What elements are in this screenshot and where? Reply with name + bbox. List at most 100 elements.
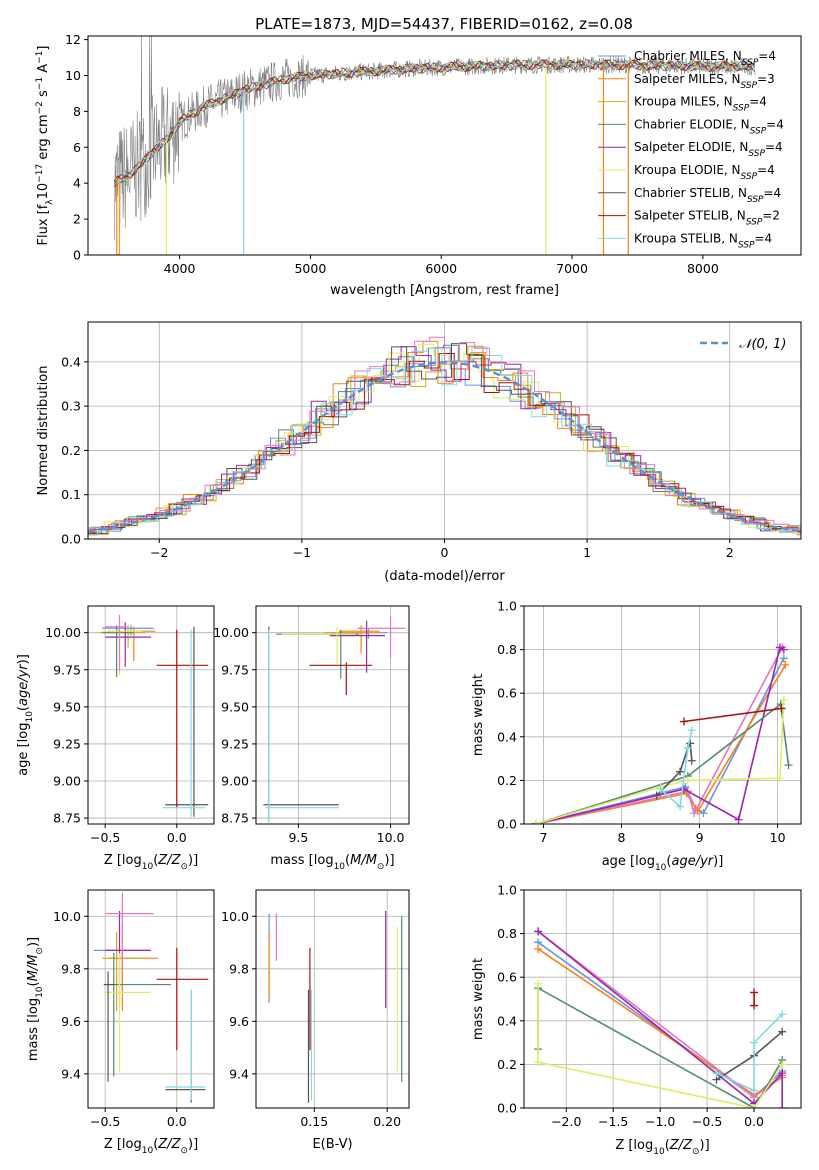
- weight_vs_age-series-2: [535, 647, 784, 824]
- age_vs_Z-frame: [87, 605, 215, 825]
- weight_vs_Z-ytick-label-5: 1.0: [497, 883, 517, 898]
- weight_vs_Z-marker-5-3: [778, 1060, 787, 1069]
- residuals-panel: −2 −1 0 1 2 0.0 0.1 0.2 0.3 0.4 𝒩(0, 1) (data-model…: [36, 321, 802, 584]
- spectrum-frame: [87, 35, 802, 256]
- mass_vs_ebv-ytick-label-3: 10.0: [221, 909, 249, 924]
- weight_vs_age-series-5: [535, 699, 785, 824]
- weight_vs_Z-xtick-label-2: −1.0: [645, 1114, 675, 1129]
- weight_vs_Z-plot-area: [534, 927, 787, 1108]
- weight_vs_age-marker-7-0: [656, 785, 665, 794]
- spectrum-legend-label-0: Chabrier MILES, NSSP=4: [634, 49, 776, 68]
- age_vs_mass-ytick-label-2: 9.25: [221, 736, 249, 751]
- spectrum-legend-label-6: Chabrier STELIB, NSSP=4: [634, 186, 781, 205]
- residuals-xtick-label-3: 1: [583, 545, 591, 560]
- weight_vs_Z-series-6: [716, 1031, 783, 1081]
- weight_vs_age-marker-5-3: [775, 774, 784, 783]
- weight_vs_Z-ytick-label-0: 0.0: [497, 1101, 517, 1116]
- weight_vs_age-marker-7-1: [676, 802, 685, 811]
- weight_vs_age-ytick-label-3: 0.6: [497, 686, 517, 701]
- weight_vs_age-marker-3-1: [679, 785, 688, 794]
- weight_vs_age-xtick-label-2: 9: [696, 830, 704, 845]
- weight_vs_age-xtick-label-3: 10: [770, 830, 786, 845]
- mass_vs_ebv-xtick-label-0: 0.15: [300, 1114, 328, 1129]
- weight_vs_age-xtick-label-1: 8: [618, 830, 626, 845]
- weight_vs_age-series-8: [683, 707, 782, 723]
- residuals-xtick-label-2: 0: [441, 545, 449, 560]
- weight_vs_Z-ytick-label-3: 0.6: [497, 970, 517, 985]
- spectrum-legend-label-4: Salpeter ELODIE, NSSP=4: [634, 140, 783, 159]
- weight_vs_age-marker-2-2: [690, 809, 699, 818]
- mass_vs_Z-xtick-label-0: −0.5: [90, 1114, 120, 1129]
- weight_vs_age-marker-4-3: [784, 761, 793, 770]
- weight_vs_age-marker-5-2: [683, 776, 692, 785]
- spectrum-ytick-label-6: 12: [65, 32, 81, 47]
- spectrum-legend-label-1: Salpeter MILES, NSSP=3: [634, 72, 775, 91]
- age_vs_mass-xtick-label-1: 10.0: [377, 830, 405, 845]
- weight_vs_Z-xtick-label-0: −2.0: [551, 1114, 581, 1129]
- spectrum-xtick-label-4: 8000: [687, 261, 719, 276]
- weight_vs_Z-series-3: [537, 930, 784, 1108]
- spectrum-legend-label-7: Salpeter STELIB, NSSP=2: [634, 209, 780, 228]
- weight_vs_age-ytick-label-1: 0.2: [497, 773, 517, 788]
- spectrum-model-kroupa_elodie: [113, 59, 756, 185]
- weight_vs_age-series-4: [535, 702, 790, 824]
- weight_vs_Z-marker-5-1: [534, 1058, 543, 1067]
- weight_vs_age-marker-7-2: [683, 743, 692, 752]
- age_vs_mass-panel: 9.5 10.0 8.75 9.00 9.25 9.50 9.75 10.00 mass [lo…: [213, 605, 410, 872]
- age_vs_Z-plot-area: [99, 614, 209, 817]
- mass_vs_Z-plot-area: [93, 892, 209, 1103]
- weight_vs_age-xlabel: age [log10(age/yr)]: [602, 854, 724, 873]
- residuals-ylabel: Normed distribution: [36, 366, 51, 496]
- residuals-ytick-label-2: 0.2: [61, 443, 81, 458]
- spectrum-xtick-label-1: 5000: [294, 261, 326, 276]
- mass_vs_Z-frame: [87, 889, 215, 1109]
- residuals-ytick-label-4: 0.4: [61, 354, 81, 369]
- age_vs_Z-ytick-label-0: 8.75: [53, 811, 81, 826]
- spectrum-model-kroupa_stelib: [114, 59, 755, 183]
- weight_vs_Z-marker-7-2: [750, 1038, 759, 1047]
- weight_vs_Z-xlabel: Z [log10(Z/Z⊙)]: [615, 1138, 709, 1157]
- weight_vs_age-ylabel: mass weight: [471, 674, 486, 756]
- residuals-hist-pink: [88, 336, 801, 529]
- mass_vs_ebv-plot-area: [268, 911, 403, 1103]
- spectrum-ytick-label-3: 6: [73, 140, 81, 155]
- age_vs_Z-xtick-label-1: 0.0: [167, 830, 187, 845]
- residuals-ytick-label-3: 0.3: [61, 399, 81, 414]
- spectrum-ytick-label-0: 0: [73, 248, 81, 263]
- weight_vs_age-marker-5-4: [779, 695, 788, 704]
- spectrum-plot-area: [113, 36, 756, 255]
- mass_vs_ebv-frame: [255, 889, 410, 1109]
- weight_vs_age-marker-3-4: [779, 645, 788, 654]
- weight_vs_age-marker-6-1: [676, 767, 685, 776]
- plots-root: 4000 5000 6000 7000 8000024681012wavelength …: [16, 32, 802, 1157]
- figure-title: PLATE=1873, MJD=54437, FIBERID=0162, z=0…: [255, 15, 633, 33]
- spectrum-xtick-label-0: 4000: [164, 261, 196, 276]
- weight_vs_age-marker-8-0: [679, 717, 688, 726]
- age_vs_Z-xlabel: Z [log10(Z/Z⊙)]: [104, 853, 198, 872]
- mass_vs_Z-ylabel: mass [log10(M/M⊙)]: [26, 937, 45, 1061]
- weight_vs_age-marker-5-0: [531, 820, 540, 824]
- weight_vs_Z-ylabel: mass weight: [471, 958, 486, 1040]
- mass_vs_ebv-xtick-label-1: 0.20: [373, 1114, 401, 1129]
- weight_vs_Z-marker-3-0: [534, 927, 543, 936]
- residuals-ytick-label-0: 0.0: [61, 532, 81, 547]
- weight_vs_Z-marker-8-1: [750, 988, 759, 997]
- weight_vs_age-marker-0-3: [699, 809, 708, 818]
- age_vs_Z-ytick-label-1: 9.00: [53, 773, 81, 788]
- weight_vs_Z-marker-3-2: [778, 1069, 787, 1078]
- weight_vs_age-marker-8-1: [777, 704, 786, 713]
- spectrum-legend-label-5: Kroupa ELODIE, NSSP=4: [634, 163, 775, 182]
- weight_vs_Z-marker-6-2: [778, 1027, 787, 1036]
- mass_vs_Z-xlabel: Z [log10(Z/Z⊙)]: [104, 1137, 198, 1156]
- mass_vs_Z-panel: −0.5 0.0 9.4 9.6 9.8 10.0 Z [log10(Z/Z⊙)] mass …: [26, 889, 215, 1156]
- spectrum-xtick-label-3: 7000: [556, 261, 588, 276]
- age_vs_mass-ytick-label-1: 9.00: [221, 773, 249, 788]
- residuals-xtick-label-1: −1: [293, 545, 311, 560]
- weight_vs_age-ytick-label-2: 0.4: [497, 729, 517, 744]
- age_vs_Z-panel: −0.5 0.0 8.75 9.00 9.25 9.50 9.75 10.00 Z [log10…: [16, 605, 215, 872]
- mass_vs_Z-ytick-label-1: 9.6: [61, 1014, 81, 1029]
- residuals-normal-curve: [88, 361, 801, 533]
- residuals-plot-area: [88, 336, 801, 537]
- spectrum-ytick-label-4: 8: [73, 104, 81, 119]
- mass_vs_ebv-ytick-label-1: 9.6: [229, 1014, 249, 1029]
